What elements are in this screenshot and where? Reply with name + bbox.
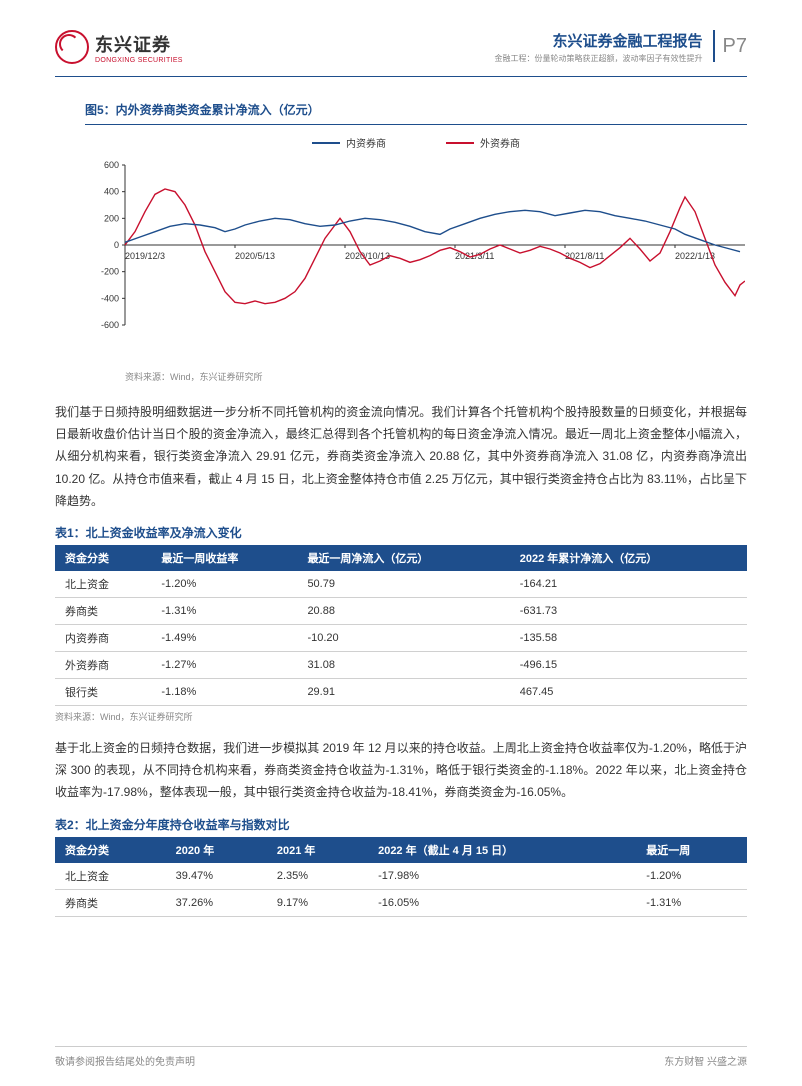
table-cell: 31.08	[297, 651, 509, 678]
page-number: P7	[713, 30, 747, 62]
table-cell: -1.31%	[636, 889, 747, 916]
legend-label-2: 外资券商	[480, 135, 520, 150]
table-cell: 29.91	[297, 678, 509, 705]
table-header-cell: 2021 年	[267, 837, 368, 863]
table-cell: -1.27%	[151, 651, 297, 678]
table-cell: 外资券商	[55, 651, 151, 678]
table-row: 北上资金39.47%2.35%-17.98%-1.20%	[55, 863, 747, 890]
table2: 资金分类2020 年2021 年2022 年（截止 4 月 15 日）最近一周 …	[55, 837, 747, 917]
table-cell: 券商类	[55, 889, 166, 916]
svg-text:2022/1/13: 2022/1/13	[675, 251, 715, 261]
page-footer: 敬请参阅报告结尾处的免责声明 东方财智 兴盛之源	[55, 1046, 747, 1068]
figure5-source: 资料来源：Wind，东兴证券研究所	[125, 370, 747, 383]
legend-label-1: 内资券商	[346, 135, 386, 150]
logo-block: 东兴证券 DONGXING SECURITIES	[55, 30, 183, 64]
table-row: 外资券商-1.27%31.08-496.15	[55, 651, 747, 678]
table-cell: 银行类	[55, 678, 151, 705]
table-cell: 50.79	[297, 571, 509, 598]
table-header-cell: 2022 年累计净流入（亿元）	[510, 545, 747, 571]
table-cell: -1.49%	[151, 624, 297, 651]
table-cell: -17.98%	[368, 863, 636, 890]
table-header-cell: 最近一周	[636, 837, 747, 863]
table-cell: 9.17%	[267, 889, 368, 916]
table-header-cell: 资金分类	[55, 837, 166, 863]
table-header-cell: 2020 年	[166, 837, 267, 863]
table-row: 内资券商-1.49%-10.20-135.58	[55, 624, 747, 651]
table-cell: -1.20%	[636, 863, 747, 890]
table-cell: -164.21	[510, 571, 747, 598]
table-header-cell: 资金分类	[55, 545, 151, 571]
svg-text:2020/5/13: 2020/5/13	[235, 251, 275, 261]
table1-source: 资料来源：Wind，东兴证券研究所	[55, 710, 747, 723]
table-cell: 券商类	[55, 597, 151, 624]
svg-text:2021/8/11: 2021/8/11	[565, 251, 604, 261]
paragraph-1: 我们基于日频持股明细数据进一步分析不同托管机构的资金流向情况。我们计算各个托管机…	[55, 401, 747, 512]
table1-title: 表1：北上资金收益率及净流入变化	[55, 524, 747, 541]
table-row: 券商类37.26%9.17%-16.05%-1.31%	[55, 889, 747, 916]
line-chart-svg: -600 -400 -200 0 200 400 600 2019/12/3 2020/5/13…	[85, 160, 745, 360]
logo-icon	[55, 30, 89, 64]
svg-text:-400: -400	[101, 293, 119, 303]
table-cell: -1.18%	[151, 678, 297, 705]
chart-legend: 内资券商 外资券商	[85, 135, 747, 150]
table1: 资金分类最近一周收益率最近一周净流入（亿元）2022 年累计净流入（亿元） 北上…	[55, 545, 747, 706]
table-cell: -135.58	[510, 624, 747, 651]
svg-text:400: 400	[104, 187, 119, 197]
table-cell: 内资券商	[55, 624, 151, 651]
svg-text:200: 200	[104, 213, 119, 223]
svg-text:600: 600	[104, 160, 119, 170]
table-cell: 2.35%	[267, 863, 368, 890]
table-cell: 39.47%	[166, 863, 267, 890]
figure5-chart: 内资券商 外资券商 -600 -400 -200 0 200 400 600 2019/12/…	[85, 124, 747, 364]
svg-text:-200: -200	[101, 267, 119, 277]
table-header-cell: 最近一周收益率	[151, 545, 297, 571]
footer-right: 东方财智 兴盛之源	[664, 1053, 747, 1068]
svg-text:2019/12/3: 2019/12/3	[125, 251, 165, 261]
paragraph-2: 基于北上资金的日频持仓数据，我们进一步模拟其 2019 年 12 月以来的持仓收…	[55, 737, 747, 804]
header-title: 东兴证券金融工程报告	[495, 30, 703, 51]
svg-text:0: 0	[114, 240, 119, 250]
table-cell: 467.45	[510, 678, 747, 705]
figure5-title: 图5：内外资券商类资金累计净流入（亿元）	[85, 101, 747, 118]
header-subtitle: 金融工程：份量轮动策略获正超额，波动率因子有效性提升	[495, 53, 703, 64]
svg-text:-600: -600	[101, 320, 119, 330]
table-header-cell: 2022 年（截止 4 月 15 日）	[368, 837, 636, 863]
table-cell: -1.31%	[151, 597, 297, 624]
table-row: 银行类-1.18%29.91467.45	[55, 678, 747, 705]
table-row: 北上资金-1.20%50.79-164.21	[55, 571, 747, 598]
table-cell: 北上资金	[55, 571, 151, 598]
table-cell: 37.26%	[166, 889, 267, 916]
table-cell: -1.20%	[151, 571, 297, 598]
table-cell: -496.15	[510, 651, 747, 678]
table-cell: 20.88	[297, 597, 509, 624]
logo-text-en: DONGXING SECURITIES	[95, 57, 183, 64]
table-cell: -631.73	[510, 597, 747, 624]
table-header-cell: 最近一周净流入（亿元）	[297, 545, 509, 571]
table-cell: 北上资金	[55, 863, 166, 890]
page-header: 东兴证券 DONGXING SECURITIES 东兴证券金融工程报告 金融工程…	[55, 30, 747, 72]
table-cell: -10.20	[297, 624, 509, 651]
logo-text-cn: 东兴证券	[95, 31, 183, 57]
table-cell: -16.05%	[368, 889, 636, 916]
table-row: 券商类-1.31%20.88-631.73	[55, 597, 747, 624]
table2-title: 表2：北上资金分年度持仓收益率与指数对比	[55, 816, 747, 833]
footer-left: 敬请参阅报告结尾处的免责声明	[55, 1053, 195, 1068]
